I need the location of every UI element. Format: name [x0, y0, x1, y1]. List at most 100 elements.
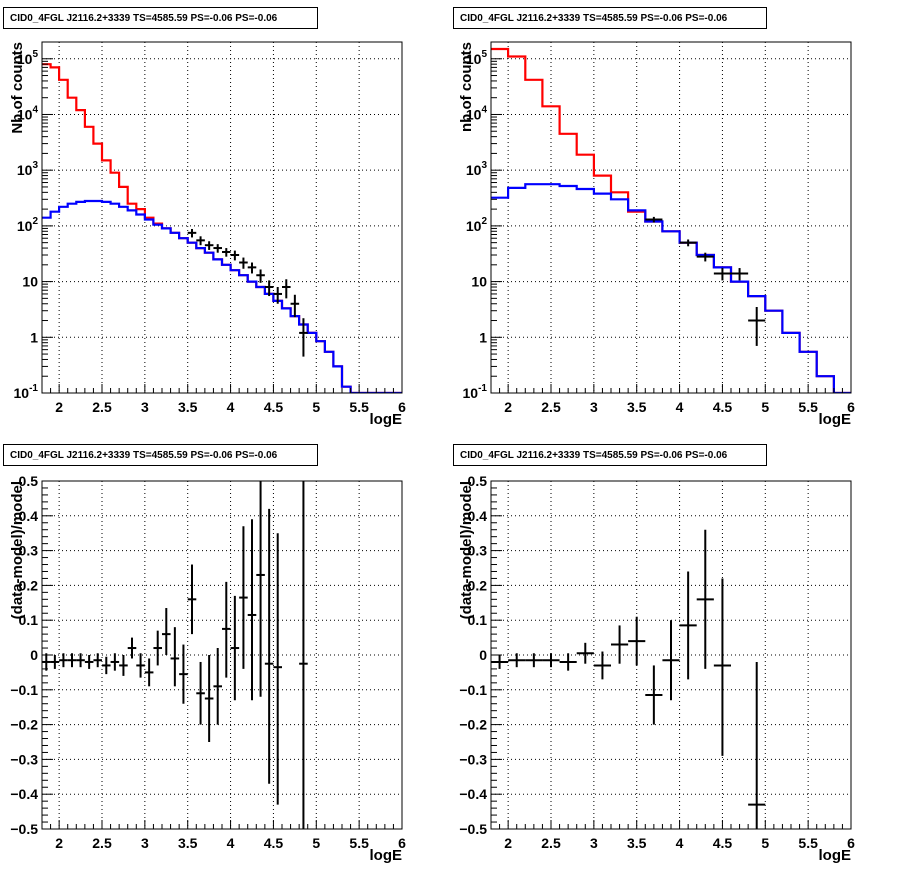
y-tick-label: 0.2 [19, 577, 39, 593]
data-point [679, 571, 697, 680]
data-point [299, 318, 308, 357]
data-point [136, 653, 145, 678]
y-tick-label: −0.3 [459, 751, 487, 767]
y-tick-label: 0.3 [19, 543, 39, 559]
data-point [273, 533, 282, 805]
data-point [508, 653, 526, 668]
data-point [239, 526, 248, 669]
y-tick-label: 0 [30, 647, 38, 663]
data-point [170, 627, 180, 687]
data-point [84, 655, 94, 669]
y-tick-label: 105 [466, 49, 488, 67]
y-tick-label: −0.2 [459, 717, 487, 733]
data-point [213, 648, 222, 725]
x-tick-label: 3.5 [627, 835, 647, 851]
data-point [748, 306, 766, 346]
panel-4-title: CID0_4FGL J2116.2+3339 TS=4585.59 PS=-0.… [453, 444, 767, 466]
data-point [611, 625, 629, 664]
data-point [162, 608, 171, 655]
y-tick-label: 0 [479, 647, 487, 663]
x-tick-label: 3 [590, 399, 598, 415]
data-point [264, 508, 274, 784]
x-tick-label: 3 [141, 835, 149, 851]
y-tick-label: −0.4 [459, 786, 487, 802]
y-tick-label: −0.1 [459, 682, 487, 698]
y-tick-label: 1 [30, 329, 38, 345]
y-tick-label: 102 [17, 216, 39, 234]
errorbar-series [42, 481, 308, 829]
data-point [239, 257, 248, 269]
y-tick-label: 0.1 [19, 612, 39, 628]
data-point [628, 616, 646, 666]
data-point [213, 244, 222, 253]
x-tick-label: 4 [227, 399, 235, 415]
y-tick-label: −0.5 [459, 821, 487, 837]
y-axis-label: Nb of counts [9, 42, 26, 134]
data-point [679, 239, 697, 247]
y-tick-label: 0.5 [468, 473, 488, 489]
data-point [93, 653, 102, 668]
data-point [144, 658, 154, 687]
y-tick-label: 10 [471, 274, 487, 290]
errorbar-series [491, 529, 766, 829]
x-tick-label: 5 [761, 399, 769, 415]
data-point [299, 481, 308, 829]
x-tick-label: 2.5 [92, 399, 112, 415]
x-tick-label: 6 [847, 399, 855, 415]
x-tick-label: 2 [55, 835, 63, 851]
data-point [247, 262, 257, 274]
data-point [593, 651, 611, 680]
data-point [525, 653, 543, 668]
x-tick-label: 4.5 [264, 399, 284, 415]
data-point [264, 280, 274, 297]
y-tick-label: 0.4 [468, 508, 488, 524]
x-tick-label: 4.5 [713, 835, 733, 851]
x-tick-label: 3.5 [627, 399, 647, 415]
data-point [110, 653, 120, 671]
y-tick-label: 1 [479, 329, 487, 345]
x-tick-label: 5 [761, 835, 769, 851]
plot-frame [41, 41, 403, 394]
data-point [187, 228, 197, 238]
y-tick-label: 105 [17, 49, 39, 67]
y-tick-label: −0.1 [10, 682, 38, 698]
data-point [696, 252, 714, 262]
data-point [59, 653, 68, 668]
x-axis-label: logE [819, 411, 852, 428]
x-tick-label: 6 [398, 399, 406, 415]
errorbar-series [645, 216, 766, 346]
x-tick-label: 4 [676, 835, 684, 851]
data-point [662, 620, 680, 701]
data-point [748, 661, 766, 829]
data-point [67, 653, 77, 668]
y-tick-label: 0.5 [19, 473, 39, 489]
data-point [127, 637, 137, 659]
data-point [179, 644, 188, 704]
y-tick-label: −0.2 [10, 717, 38, 733]
x-tick-label: 4 [227, 835, 235, 851]
data-point [50, 655, 60, 669]
step-series-1 [491, 47, 851, 393]
x-tick-label: 2 [504, 399, 512, 415]
x-tick-label: 4.5 [713, 399, 733, 415]
y-tick-label: 10-1 [463, 383, 488, 401]
data-point [713, 268, 731, 281]
data-point [76, 653, 85, 668]
x-tick-label: 6 [847, 835, 855, 851]
y-tick-label: 104 [466, 104, 488, 122]
data-point [230, 250, 240, 261]
data-point [713, 578, 731, 756]
x-tick-label: 3.5 [178, 835, 198, 851]
y-axis-label: (data-model)/model [458, 481, 475, 619]
y-axis-label: (data-model)/model [9, 481, 26, 619]
x-axis-label: logE [370, 847, 403, 864]
data-point [731, 268, 749, 281]
data-point [256, 269, 265, 283]
y-axis-label: nb of counts [458, 42, 475, 132]
data-point [576, 642, 594, 664]
y-tick-label: 0.3 [468, 543, 488, 559]
